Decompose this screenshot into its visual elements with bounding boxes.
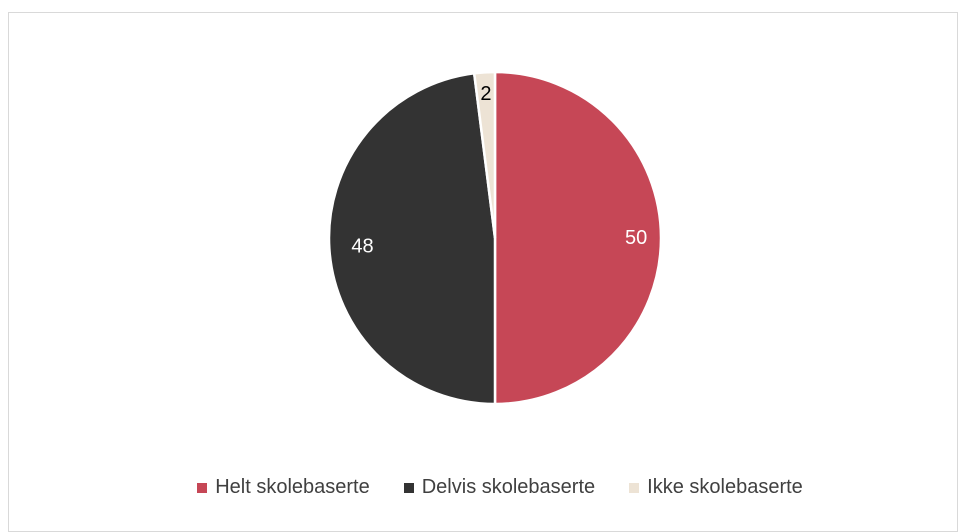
data-label: 50 [625, 227, 647, 249]
legend-label: Ikke skolebaserte [647, 476, 803, 498]
pie-slice [493, 70, 663, 406]
legend-label: Delvis skolebaserte [421, 476, 596, 498]
legend-swatch [629, 482, 640, 493]
data-labels: 50 48 2 [351, 83, 647, 257]
legend-swatch [403, 482, 414, 493]
legend-label: Helt skolebaserte [215, 476, 370, 498]
pie-slices [327, 70, 663, 406]
legend-item-delvis: Delvis skolebaserte [403, 476, 596, 499]
legend-swatch [197, 482, 208, 493]
pie-slice [327, 71, 497, 406]
legend-item-ikke: Ikke skolebaserte [629, 476, 803, 499]
pie-chart: 50 48 2 [327, 70, 663, 406]
legend-item-helt: Helt skolebaserte [197, 476, 370, 499]
legend: Helt skolebaserte Delvis skolebaserte Ik… [0, 476, 966, 499]
data-label: 2 [480, 83, 491, 105]
data-label: 48 [351, 235, 373, 257]
pie-slice [472, 70, 497, 239]
